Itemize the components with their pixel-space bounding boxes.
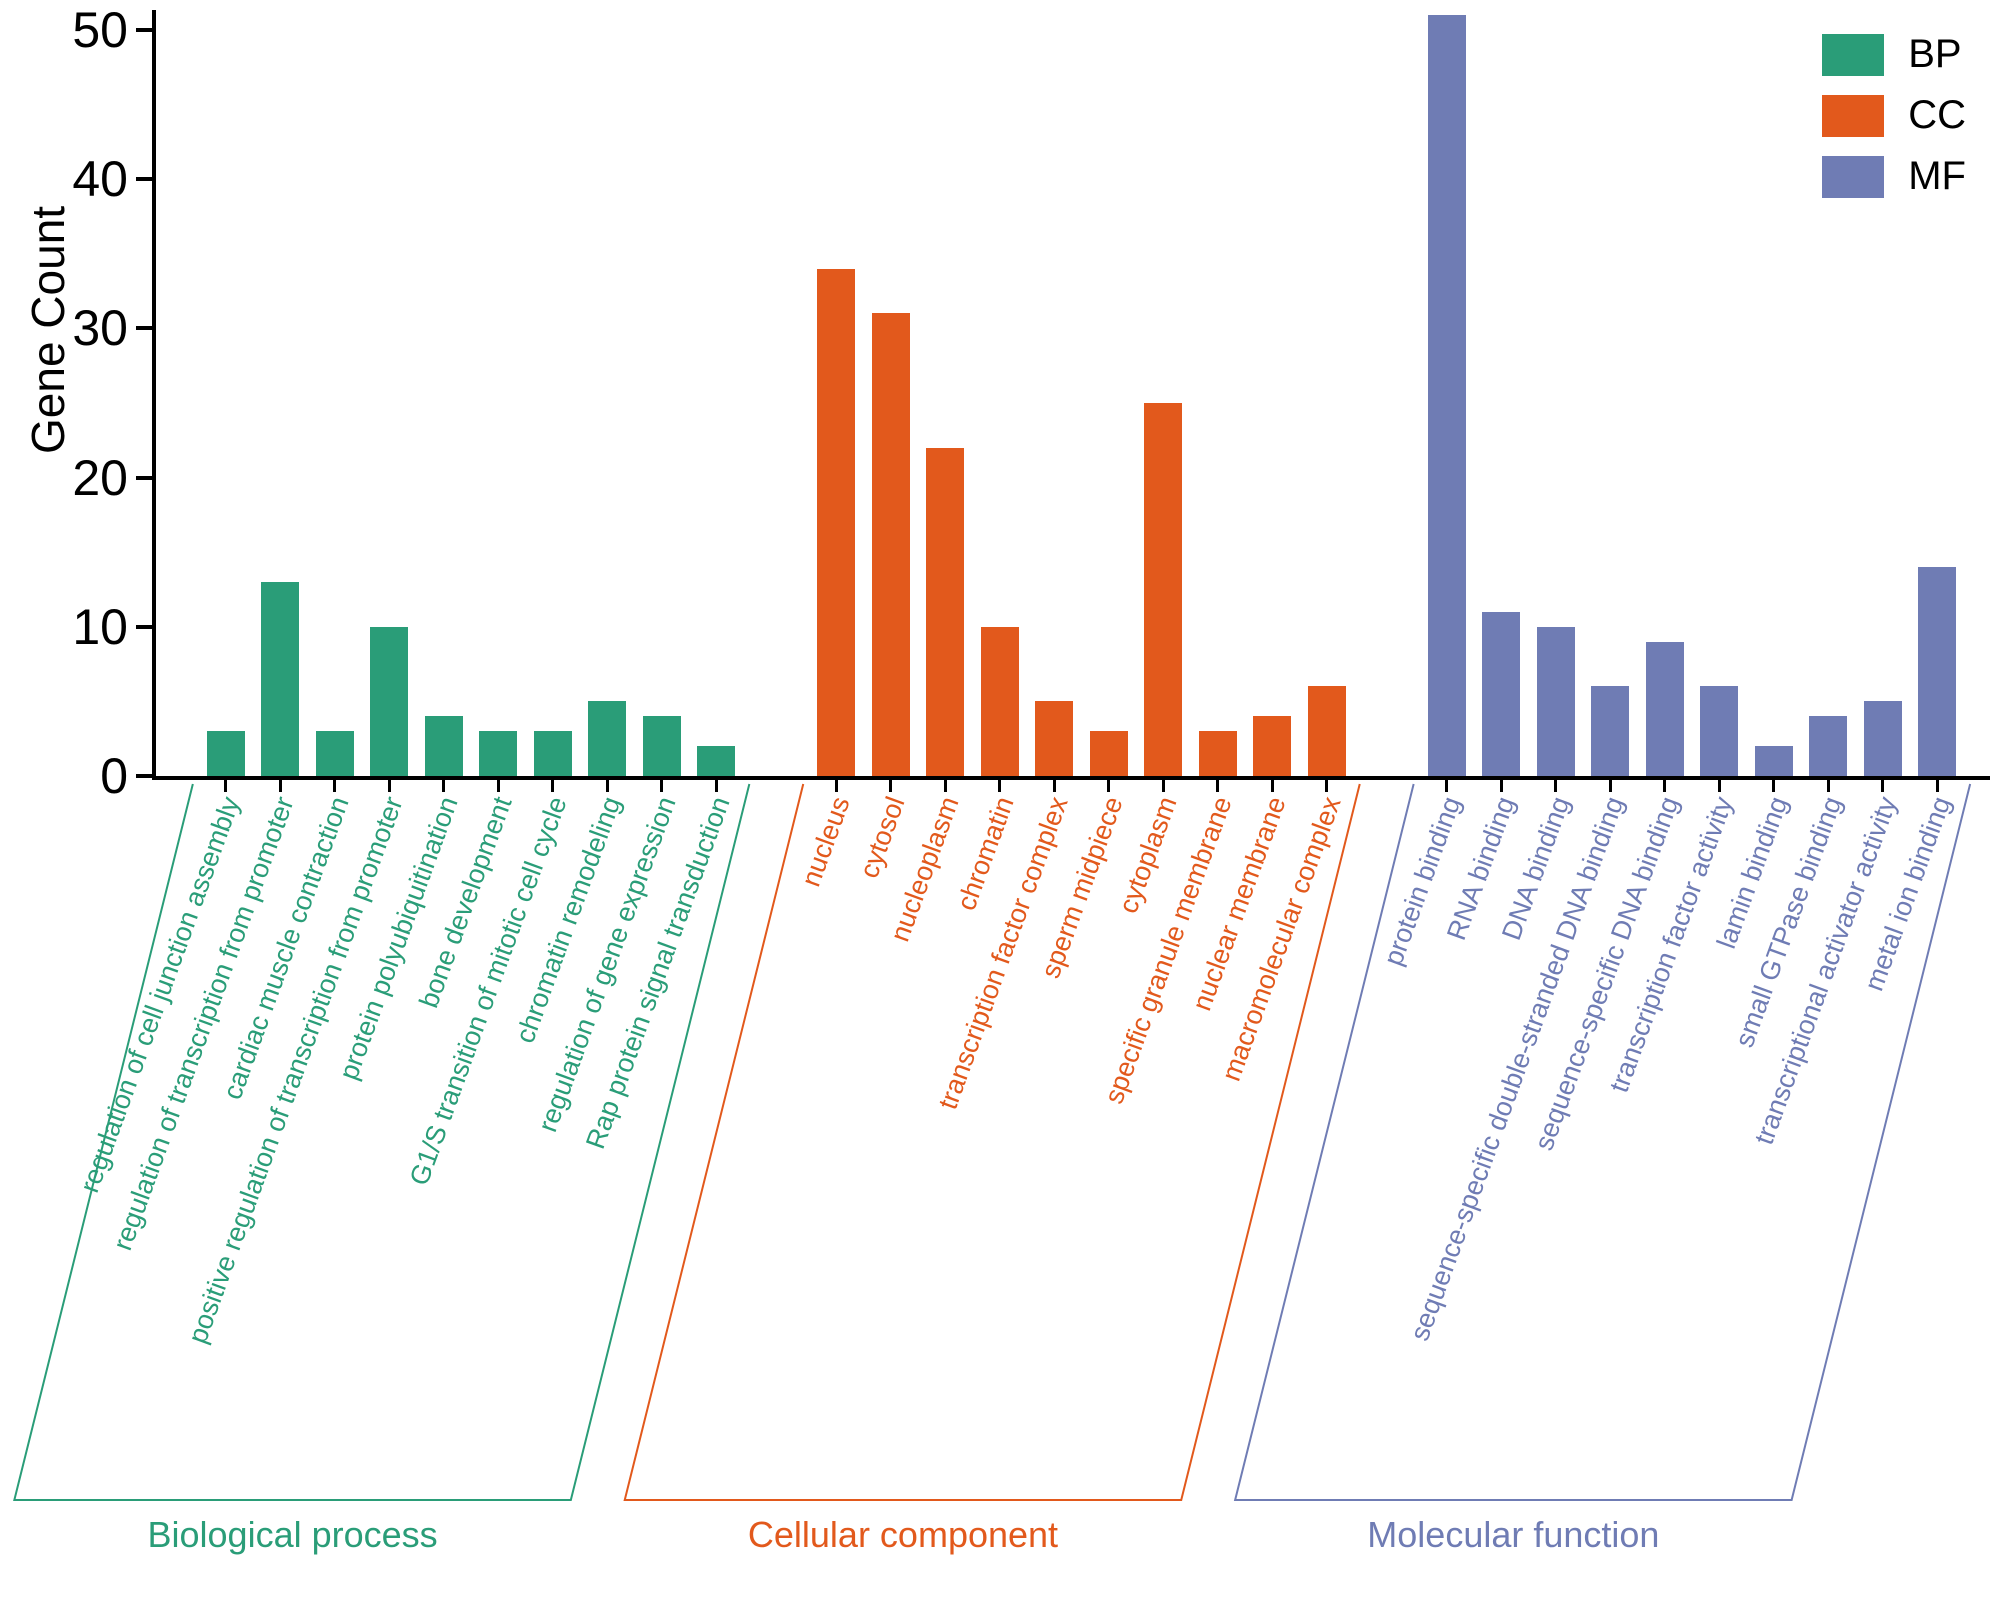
legend-label-bp: BP	[1908, 32, 1962, 76]
x-tick	[834, 780, 838, 792]
legend-swatch-cc	[1822, 94, 1885, 137]
x-category-label: cytosol	[853, 792, 911, 882]
bar	[315, 731, 354, 776]
x-tick	[998, 780, 1002, 792]
legend-item-mf: MF	[1822, 154, 1966, 199]
legend-swatch-bp	[1822, 33, 1885, 76]
x-tick	[1052, 780, 1056, 792]
y-tick	[136, 774, 154, 778]
x-tick	[1881, 780, 1885, 792]
legend-label-mf: MF	[1908, 154, 1966, 198]
x-category-label: protein binding	[1377, 792, 1467, 970]
bar	[1591, 686, 1630, 776]
x-tick	[1826, 780, 1830, 792]
bar	[1035, 701, 1074, 776]
x-tick	[442, 780, 446, 792]
group-caption-cellular-component: Cellular component	[747, 1514, 1059, 1555]
bar	[817, 268, 856, 776]
bar	[697, 746, 736, 776]
y-tick	[136, 28, 154, 32]
x-category-label: nucleus	[795, 792, 856, 891]
y-tick-label: 40	[72, 151, 128, 208]
x-tick	[551, 780, 555, 792]
x-tick	[889, 780, 893, 792]
x-tick	[1161, 780, 1165, 792]
x-tick	[1554, 780, 1558, 792]
legend-label-cc: CC	[1908, 93, 1966, 137]
x-tick	[1772, 780, 1776, 792]
x-tick	[1717, 780, 1721, 792]
bar	[1645, 641, 1684, 776]
y-tick	[136, 624, 154, 629]
y-tick-label: 50	[72, 2, 128, 58]
x-tick	[943, 780, 947, 792]
bar	[1253, 716, 1292, 776]
x-tick	[496, 780, 500, 792]
x-tick	[1499, 780, 1503, 792]
bar	[588, 701, 627, 776]
y-tick-label: 20	[72, 449, 128, 506]
x-tick	[660, 780, 664, 792]
bar	[871, 313, 910, 776]
x-tick	[1325, 780, 1329, 792]
group-caption-molecular-function: Molecular function	[1367, 1514, 1660, 1555]
legend-item-cc: CC	[1822, 93, 1966, 138]
bar	[1198, 731, 1237, 776]
x-tick	[1663, 780, 1667, 792]
bar	[926, 447, 965, 776]
x-tick	[224, 780, 228, 792]
y-tick	[136, 326, 154, 331]
bar	[980, 626, 1019, 776]
x-tick	[1445, 780, 1449, 792]
legend-item-bp: BP	[1822, 32, 1966, 77]
legend-swatch-mf	[1822, 155, 1885, 198]
y-axis-line	[152, 10, 156, 780]
x-tick	[387, 780, 391, 792]
x-tick	[714, 780, 718, 792]
group-caption-biological-process: Biological process	[147, 1514, 438, 1555]
bar	[1144, 403, 1183, 776]
x-tick	[1270, 780, 1274, 792]
y-tick	[136, 475, 154, 480]
bar	[1307, 686, 1346, 776]
bar	[1863, 701, 1902, 776]
bar	[370, 626, 409, 776]
x-tick	[605, 780, 609, 792]
bar	[424, 716, 463, 776]
x-tick	[1216, 780, 1220, 792]
x-tick	[1107, 780, 1111, 792]
bar	[206, 731, 245, 776]
bar	[642, 716, 681, 776]
bar	[1427, 15, 1466, 776]
x-tick	[1935, 780, 1939, 792]
y-tick	[136, 177, 154, 182]
y-tick-label: 0	[100, 748, 128, 804]
bar	[1700, 686, 1739, 776]
bar	[479, 731, 518, 776]
x-tick	[278, 780, 282, 792]
bar	[1809, 716, 1848, 776]
bar	[1089, 731, 1128, 776]
bar	[261, 582, 300, 776]
x-tick	[333, 780, 337, 792]
y-tick-label: 30	[72, 300, 128, 357]
bar	[1754, 746, 1793, 776]
legend: BP CC MF	[1822, 32, 1966, 199]
bar	[1918, 567, 1957, 776]
bar	[1536, 626, 1575, 776]
x-axis-line	[152, 776, 1990, 780]
x-tick	[1608, 780, 1612, 792]
y-tick-label: 10	[72, 598, 128, 655]
bar	[533, 731, 572, 776]
bar	[1482, 611, 1521, 776]
